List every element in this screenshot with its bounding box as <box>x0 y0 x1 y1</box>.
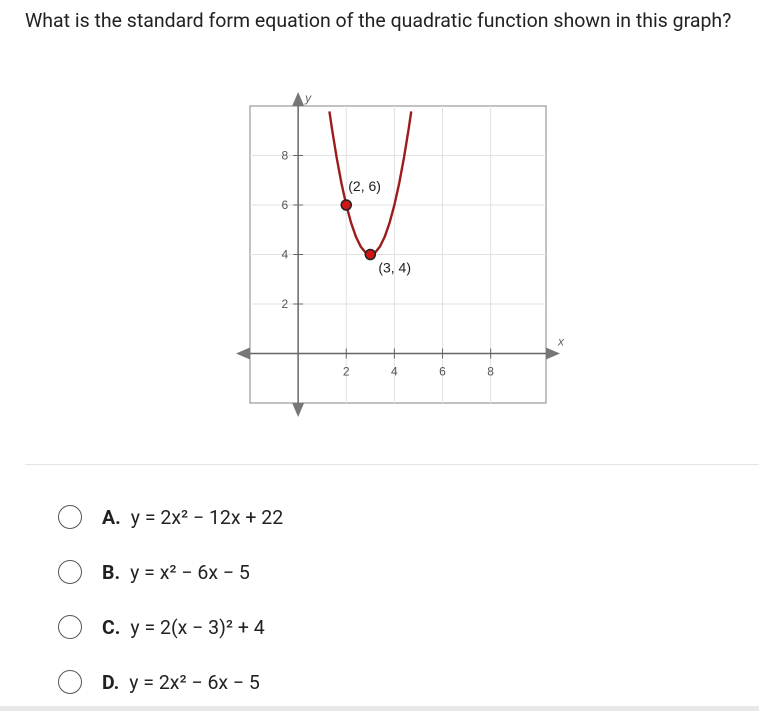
option-equation: y = 2x² − 6x − 5 <box>129 670 260 694</box>
x-tick-label: 4 <box>391 365 398 379</box>
option[interactable]: B. y = x² − 6x − 5 <box>58 557 250 587</box>
axis-label: y <box>304 91 312 105</box>
point <box>340 199 353 211</box>
option-letter: B. <box>102 560 121 584</box>
divider <box>25 464 759 465</box>
y-tick-label: 2 <box>281 297 288 311</box>
question-text: What is the standard form equation of th… <box>25 9 732 32</box>
y-tick-label: 4 <box>281 248 288 262</box>
arrow <box>236 347 250 360</box>
point-label: (2, 6) <box>348 178 381 194</box>
point-label: (3, 4) <box>378 260 411 276</box>
option-equation: y = 2(x − 3)² + 4 <box>130 615 265 639</box>
option[interactable]: C. y = 2(x − 3)² + 4 <box>58 612 265 642</box>
radio-button[interactable] <box>58 560 82 584</box>
option[interactable]: D. y = 2x² − 6x − 5 <box>58 667 260 697</box>
radio-button[interactable] <box>58 615 82 639</box>
point <box>364 248 377 261</box>
option-letter: C. <box>102 615 121 639</box>
option-equation: y = x² − 6x − 5 <box>130 560 250 584</box>
option-equation: y = 2x² − 12x + 22 <box>130 505 284 529</box>
arrow <box>292 92 305 106</box>
y-tick-label: 8 <box>281 149 288 163</box>
option[interactable]: A. y = 2x² − 12x + 22 <box>58 502 283 532</box>
radio-button[interactable] <box>58 505 82 529</box>
option-letter: D. <box>102 670 120 694</box>
graph: x y 2 4 6 8 2 4 6 8 (2, 6) (3, 4) <box>236 91 565 417</box>
x-tick-label: 2 <box>343 365 350 379</box>
axis-label: x <box>557 335 565 349</box>
x-tick-label: 8 <box>487 365 494 379</box>
option-letter: A. <box>102 505 121 529</box>
y-tick-label: 6 <box>281 198 288 212</box>
bottom-bar <box>0 706 759 711</box>
radio-button[interactable] <box>58 670 82 694</box>
arrow <box>292 403 305 417</box>
arrow <box>546 347 560 360</box>
x-tick-label: 6 <box>439 365 446 379</box>
